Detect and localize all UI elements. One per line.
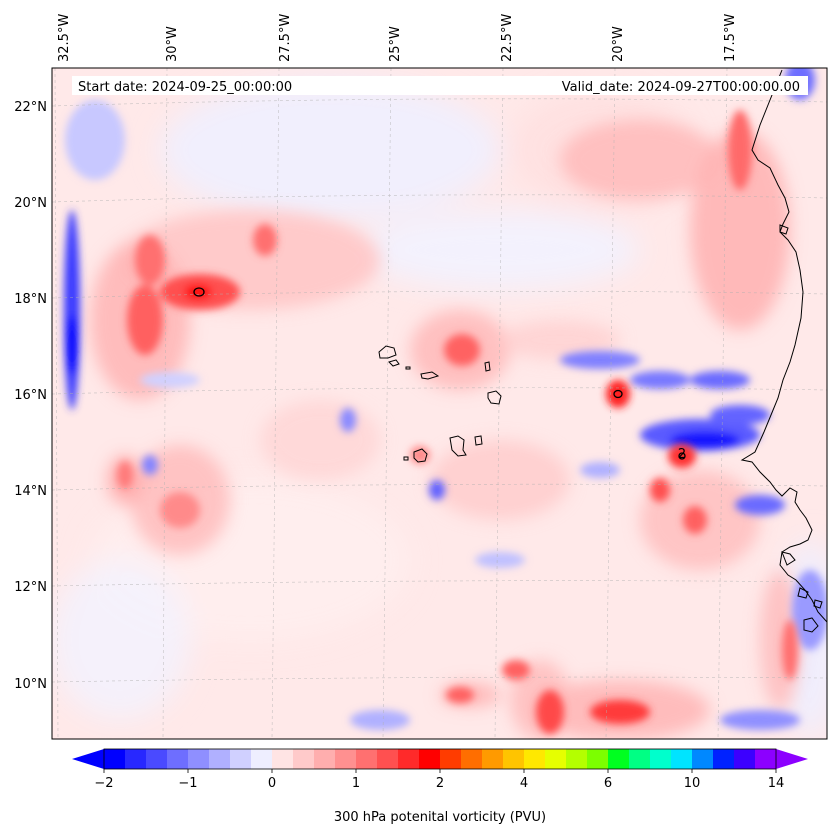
lat-label-20n: 20°N [14,196,47,211]
colorbar-label: 300 hPa potenital vorticity (PVU) [334,810,546,825]
colorbar-swatches [104,749,777,769]
lat-label-22n: 22°N [14,100,47,115]
cabo-verde-islands [378,345,502,463]
colorbar-swatch [461,749,483,769]
colorbar-swatch [587,749,609,769]
colorbar-swatch [125,749,147,769]
lon-label-30w: 30°W [165,26,180,62]
colorbar-ticks: −2 −1 0 1 2 4 6 10 14 [94,769,784,791]
map-panel: 2 Start date: 2024-09-25_00:00:00 Valid_… [51,67,828,740]
colorbar-swatch [377,749,399,769]
colorbar-swatch [734,749,756,769]
colorbar-swatch [272,749,294,769]
start-date-label: Start date: 2024-09-25_00:00:00 [78,80,292,95]
colorbar-tick-label: 4 [520,776,528,791]
colorbar-swatch [755,749,777,769]
pv-field [52,68,827,739]
colorbar-swatch [419,749,441,769]
colorbar-swatch [209,749,231,769]
colorbar-swatch [314,749,336,769]
lat-label-14n: 14°N [14,484,47,499]
map-gridlines [52,68,827,739]
lon-label-17-5w: 17.5°W [723,14,738,62]
colorbar-arrow-min [72,749,104,769]
colorbar-swatch [713,749,735,769]
lat-label-18n: 18°N [14,292,47,307]
pv-strong-regions [117,110,798,734]
longitude-labels: 32.5°W 30°W 27.5°W 25°W 22.5°W 20°W 17.5… [57,14,738,62]
colorbar-swatch [440,749,462,769]
colorbar-tick-label: 10 [684,776,701,791]
colorbar-swatch [356,749,378,769]
colorbar-swatch [251,749,273,769]
lon-label-22-5w: 22.5°W [500,14,515,62]
colorbar-swatch [188,749,210,769]
contour-label: 2 [678,447,686,462]
colorbar-swatch [335,749,357,769]
colorbar-swatch [104,749,126,769]
lon-label-32-5w: 32.5°W [57,14,72,62]
colorbar-swatch [545,749,567,769]
lon-label-20w: 20°W [611,26,626,62]
colorbar-swatch [608,749,630,769]
colorbar-swatch [398,749,420,769]
colorbar-swatch [692,749,714,769]
colorbar-swatch [503,749,525,769]
lat-label-16n: 16°N [14,388,47,403]
date-info-bar [72,76,808,95]
colorbar-arrow-max [776,749,808,769]
colorbar: −2 −1 0 1 2 4 6 10 14 300 hPa potenital vorticit… [72,748,808,825]
colorbar-swatch [566,749,588,769]
pv-moderate-regions [90,120,800,739]
colorbar-tick-label: 0 [268,776,276,791]
colorbar-swatch [671,749,693,769]
colorbar-tick-label: −2 [94,776,113,791]
colorbar-tick-label: 1 [352,776,360,791]
colorbar-swatch [293,749,315,769]
lon-label-27-5w: 27.5°W [278,14,293,62]
colorbar-swatch [482,749,504,769]
lon-label-25w: 25°W [388,26,403,62]
colorbar-swatch [146,749,168,769]
colorbar-swatch [629,749,651,769]
colorbar-swatch [650,749,672,769]
colorbar-swatch [167,749,189,769]
lat-label-10n: 10°N [14,677,47,692]
latitude-labels: 22°N 20°N 18°N 16°N 14°N 12°N 10°N [14,100,47,692]
pv-negative-regions [64,68,827,730]
colorbar-swatch [230,749,252,769]
colorbar-tick-label: 6 [604,776,612,791]
valid-date-label: Valid_date: 2024-09-27T00:00:00.00 [562,80,800,95]
lat-label-12n: 12°N [14,580,47,595]
map-frame [51,67,828,740]
west-africa-coastline [740,69,827,633]
colorbar-swatch [524,749,546,769]
colorbar-tick-label: 2 [436,776,444,791]
pv-contour-2pvu [193,287,686,460]
colorbar-tick-label: −1 [178,776,197,791]
colorbar-tick-label: 14 [768,776,785,791]
